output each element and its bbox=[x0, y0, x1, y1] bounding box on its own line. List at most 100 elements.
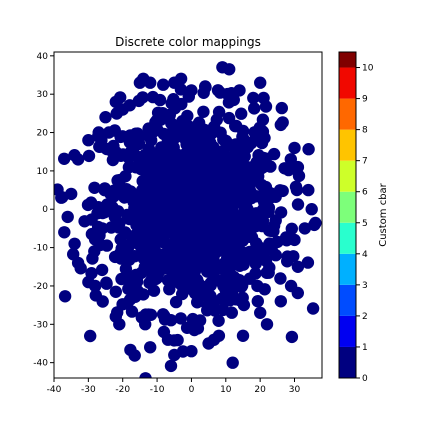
scatter-point bbox=[221, 251, 234, 264]
scatter-point bbox=[275, 101, 288, 115]
x-axis: -40 -30 -20 -10 0 10 20 30 bbox=[47, 378, 301, 395]
scatter-point bbox=[84, 196, 98, 209]
scatter-point bbox=[239, 179, 253, 192]
scatter-point bbox=[92, 126, 105, 139]
scatter-point bbox=[85, 227, 99, 241]
scatter-point bbox=[156, 220, 169, 233]
scatter-point bbox=[217, 293, 230, 306]
scatter-point bbox=[136, 91, 149, 104]
y-tick-label: 0 bbox=[42, 205, 48, 215]
scatter-point bbox=[164, 359, 178, 373]
scatter-point bbox=[290, 183, 304, 197]
scatter-point bbox=[259, 180, 273, 194]
scatter-point bbox=[281, 255, 294, 268]
scatter-point bbox=[179, 234, 192, 247]
scatter-point bbox=[251, 295, 264, 308]
scatter-point bbox=[199, 80, 212, 93]
scatter-point bbox=[252, 170, 265, 183]
scatter-point bbox=[113, 318, 126, 331]
scatter-point bbox=[124, 275, 138, 288]
scatter-point bbox=[175, 279, 188, 292]
scatter-point bbox=[168, 76, 181, 89]
scatter-point bbox=[235, 153, 249, 166]
scatter-point bbox=[123, 136, 137, 149]
colorbar-bin bbox=[339, 346, 356, 379]
scatter-point bbox=[298, 222, 311, 235]
scatter-point bbox=[98, 182, 112, 195]
scatter-point bbox=[305, 203, 318, 216]
scatter-point bbox=[249, 257, 262, 270]
scatter-point bbox=[210, 245, 224, 258]
colorbar-bin bbox=[339, 253, 356, 285]
scatter-point bbox=[203, 207, 216, 220]
colorbar-bin bbox=[339, 315, 356, 347]
scatter-point bbox=[151, 258, 164, 272]
scatter-point bbox=[239, 217, 253, 231]
scatter-point bbox=[199, 258, 212, 272]
scatter-point bbox=[109, 95, 123, 109]
scatter-point bbox=[302, 183, 315, 197]
scatter-point bbox=[217, 154, 230, 167]
scatter-point bbox=[161, 134, 175, 148]
scatter-point bbox=[196, 148, 209, 161]
scatter-point bbox=[225, 285, 238, 298]
scatter-point bbox=[180, 321, 194, 334]
scatter-point bbox=[248, 102, 261, 115]
scatter-point bbox=[193, 314, 207, 327]
y-tick-label: 40 bbox=[37, 52, 49, 62]
scatter-point bbox=[185, 345, 198, 358]
scatter-point bbox=[182, 261, 195, 274]
colorbar-tick-label: 0 bbox=[362, 374, 368, 384]
scatter-point bbox=[168, 348, 181, 362]
y-tick-label: -20 bbox=[33, 282, 48, 292]
scatter-points bbox=[54, 52, 338, 378]
scatter-point bbox=[58, 290, 72, 303]
scatter-point bbox=[139, 372, 152, 378]
scatter-point bbox=[116, 298, 129, 311]
colorbar-tick-label: 3 bbox=[362, 281, 368, 291]
scatter-point bbox=[171, 194, 184, 207]
scatter-point bbox=[257, 91, 270, 105]
scatter-point bbox=[157, 325, 171, 339]
scatter-point bbox=[326, 163, 338, 175]
scatter-point bbox=[288, 233, 301, 247]
scatter-point bbox=[178, 172, 192, 185]
scatter-point bbox=[195, 123, 209, 136]
y-tick-label: 10 bbox=[37, 167, 49, 177]
colorbar: 0 1 2 3 4 5 6 7 8 9 10 bbox=[338, 51, 374, 384]
scatter-point bbox=[212, 329, 226, 342]
scatter-point bbox=[157, 78, 170, 91]
scatter-point bbox=[145, 212, 159, 225]
scatter-point bbox=[199, 238, 212, 252]
scatter-point bbox=[148, 238, 161, 252]
scatter-point bbox=[88, 181, 101, 194]
scatter-point bbox=[256, 214, 270, 228]
scatter-point bbox=[163, 177, 176, 190]
colorbar-bin bbox=[339, 67, 356, 99]
scatter-point bbox=[213, 86, 227, 99]
scatter-point bbox=[202, 337, 215, 350]
scatter-point bbox=[252, 149, 265, 162]
scatter-point bbox=[174, 312, 187, 325]
scatter-point bbox=[220, 221, 233, 235]
scatter-point bbox=[282, 163, 295, 177]
scatter-point bbox=[144, 341, 157, 354]
x-tick-label: -20 bbox=[115, 385, 130, 395]
scatter-point bbox=[119, 170, 132, 183]
scatter-point bbox=[285, 330, 299, 344]
scatter-point bbox=[180, 155, 193, 168]
scatter-point bbox=[208, 195, 221, 209]
scatter-point bbox=[198, 178, 212, 191]
colorbar-tick-label: 5 bbox=[362, 219, 368, 229]
x-tick-label: 20 bbox=[254, 385, 266, 395]
colorbar-tick-label: 7 bbox=[362, 157, 368, 167]
scatter-point bbox=[285, 222, 298, 235]
scatter-point bbox=[226, 356, 239, 369]
scatter-point bbox=[57, 152, 71, 165]
scatter-point bbox=[129, 149, 142, 162]
scatter-point bbox=[71, 256, 85, 270]
scatter-point bbox=[106, 145, 120, 158]
scatter-point bbox=[168, 203, 181, 217]
scatter-point bbox=[158, 108, 171, 121]
scatter-point bbox=[158, 161, 171, 174]
